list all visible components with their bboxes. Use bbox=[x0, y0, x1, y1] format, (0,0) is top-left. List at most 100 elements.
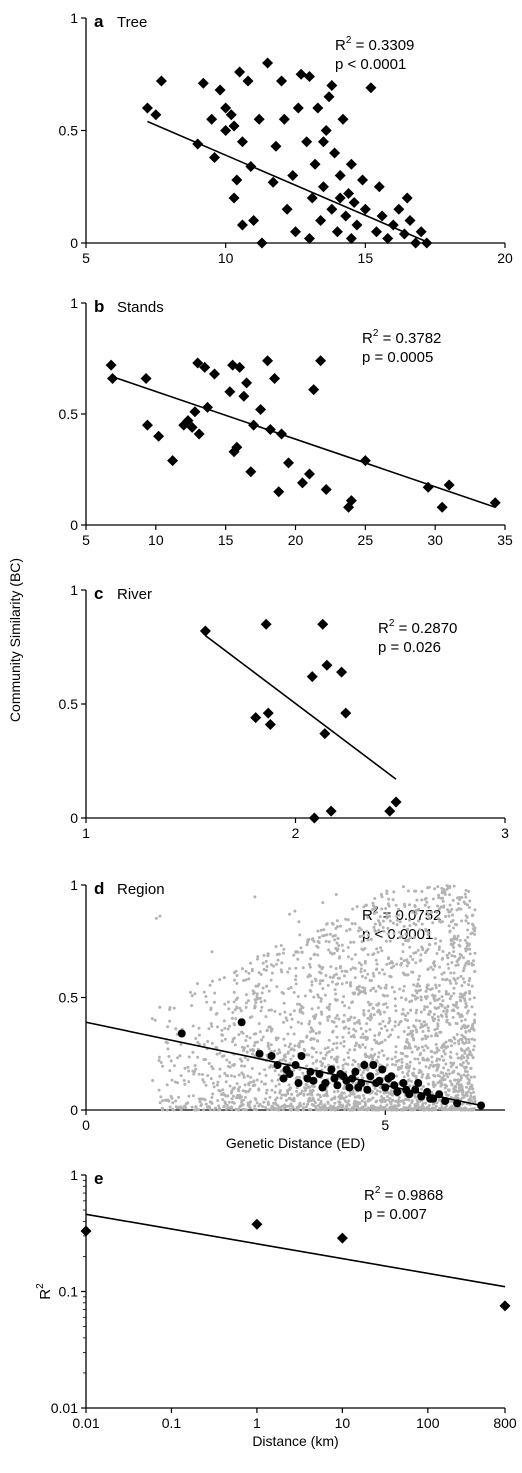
background-point bbox=[432, 1012, 436, 1016]
background-point bbox=[276, 958, 280, 962]
background-point bbox=[373, 1086, 377, 1090]
background-point bbox=[445, 953, 449, 957]
background-point bbox=[415, 1008, 419, 1012]
background-point bbox=[437, 989, 441, 993]
background-point bbox=[326, 1015, 330, 1019]
background-point bbox=[283, 1010, 287, 1014]
background-point bbox=[400, 1051, 404, 1055]
background-point bbox=[380, 1027, 384, 1031]
background-point bbox=[264, 968, 268, 972]
background-point bbox=[452, 950, 456, 954]
background-point bbox=[349, 1015, 353, 1019]
background-point bbox=[380, 1049, 384, 1053]
background-point bbox=[280, 961, 284, 965]
background-point bbox=[363, 991, 367, 995]
background-point bbox=[309, 1026, 313, 1030]
background-point bbox=[215, 1011, 219, 1015]
background-point bbox=[461, 1061, 465, 1065]
regression-line bbox=[147, 120, 430, 244]
background-point bbox=[457, 957, 461, 961]
background-point bbox=[190, 1004, 194, 1008]
background-point bbox=[298, 1008, 302, 1012]
background-point bbox=[198, 1100, 202, 1104]
background-point bbox=[347, 1031, 351, 1035]
background-point bbox=[282, 947, 286, 951]
background-point bbox=[468, 1049, 472, 1053]
background-point bbox=[453, 954, 457, 958]
background-point bbox=[349, 1035, 353, 1039]
background-point bbox=[418, 1019, 422, 1023]
data-point bbox=[333, 1081, 342, 1090]
background-point bbox=[463, 902, 467, 906]
background-point bbox=[400, 1057, 404, 1061]
background-point bbox=[464, 895, 468, 899]
background-point bbox=[187, 1094, 191, 1098]
background-point bbox=[216, 1080, 220, 1084]
background-point bbox=[344, 1099, 348, 1103]
background-point bbox=[273, 1009, 277, 1013]
background-point bbox=[284, 1059, 288, 1063]
background-point bbox=[357, 929, 361, 933]
background-point bbox=[235, 1005, 239, 1009]
background-point bbox=[385, 892, 389, 896]
background-point bbox=[455, 937, 459, 941]
background-point bbox=[450, 1082, 454, 1086]
background-point bbox=[281, 991, 285, 995]
background-point bbox=[467, 947, 471, 951]
background-point bbox=[263, 999, 267, 1003]
background-point bbox=[419, 1010, 423, 1014]
data-point bbox=[306, 192, 318, 204]
background-point bbox=[348, 1048, 352, 1052]
background-point bbox=[378, 915, 382, 919]
background-point bbox=[420, 922, 424, 926]
background-point bbox=[394, 1074, 398, 1078]
background-point bbox=[439, 1013, 443, 1017]
background-point bbox=[397, 1103, 401, 1107]
background-point bbox=[295, 1105, 299, 1109]
background-point bbox=[292, 1032, 296, 1036]
background-point bbox=[405, 1062, 409, 1066]
background-point bbox=[316, 1092, 320, 1096]
background-point bbox=[287, 1083, 291, 1087]
background-point bbox=[232, 1036, 236, 1040]
background-point bbox=[424, 1044, 428, 1048]
data-point bbox=[404, 215, 416, 226]
background-point bbox=[398, 930, 402, 934]
background-point bbox=[351, 1089, 355, 1093]
background-point bbox=[278, 1091, 282, 1095]
background-point bbox=[465, 1085, 469, 1089]
background-point bbox=[371, 1054, 375, 1058]
background-point bbox=[446, 1093, 450, 1097]
background-point bbox=[161, 1107, 165, 1111]
background-point bbox=[367, 1108, 371, 1112]
background-point bbox=[393, 1020, 397, 1024]
background-point bbox=[330, 1097, 334, 1101]
background-point bbox=[158, 1101, 162, 1105]
background-point bbox=[284, 1016, 288, 1020]
background-point bbox=[449, 981, 453, 985]
background-point bbox=[224, 1107, 228, 1111]
background-point bbox=[372, 1013, 376, 1017]
background-point bbox=[459, 1083, 463, 1087]
background-point bbox=[464, 1059, 468, 1063]
background-point bbox=[420, 1106, 424, 1110]
background-point bbox=[462, 956, 466, 960]
background-point bbox=[376, 1055, 380, 1059]
background-point bbox=[425, 910, 429, 914]
background-point bbox=[226, 1094, 230, 1098]
data-point bbox=[369, 1061, 378, 1069]
background-point bbox=[327, 940, 331, 944]
series-points bbox=[199, 618, 402, 824]
background-point bbox=[298, 1101, 302, 1105]
background-point bbox=[428, 1001, 432, 1005]
background-point bbox=[394, 1050, 398, 1054]
background-point bbox=[154, 916, 158, 920]
background-point bbox=[335, 1035, 339, 1039]
background-point bbox=[174, 1099, 178, 1103]
background-point bbox=[403, 1044, 407, 1048]
background-point bbox=[191, 1094, 195, 1098]
background-point bbox=[304, 1105, 308, 1109]
background-point bbox=[430, 1015, 434, 1019]
background-point bbox=[455, 960, 459, 964]
background-point bbox=[441, 949, 445, 953]
